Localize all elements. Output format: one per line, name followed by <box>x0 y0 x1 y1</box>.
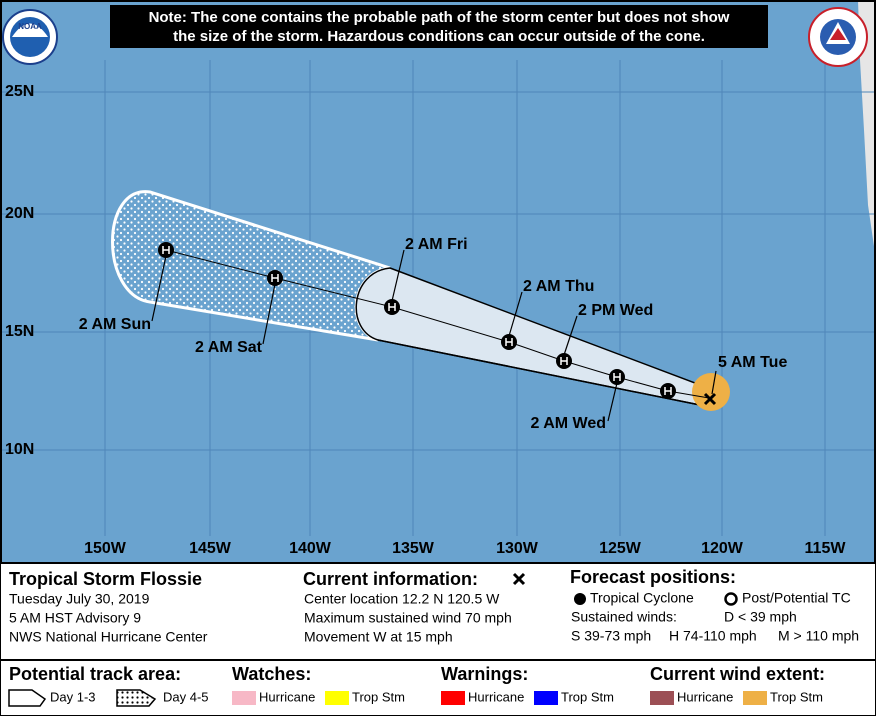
lon-label: 135W <box>392 540 435 557</box>
legend-title: Current wind extent: <box>650 664 825 684</box>
forecast-track: 5 AM Tue 2 AM Wed 2 PM Wed 2 AM Thu 2 AM Fri… <box>79 236 788 432</box>
leader <box>262 283 276 345</box>
legend-swatch <box>650 691 674 705</box>
tc-symbol <box>574 593 586 605</box>
lat-label: 20N <box>5 205 34 222</box>
track-title: Potential track area: <box>9 664 181 684</box>
lon-label: 120W <box>701 540 744 557</box>
forecast-title: Forecast positions: <box>570 567 736 587</box>
forecast-label: 2 AM Wed <box>530 415 606 432</box>
forecast-d: D < 39 mph <box>724 609 797 625</box>
forecast-s: S 39-73 mph <box>571 628 651 644</box>
forecast-label: 2 AM Fri <box>405 236 468 253</box>
legend-label: Hurricane <box>259 689 315 704</box>
legend-label: Trop Stm <box>561 689 614 704</box>
wind-extent <box>692 373 730 411</box>
forecast-post: Post/Potential TC <box>742 590 851 606</box>
h-symbol <box>388 303 396 311</box>
legend-label: Trop Stm <box>352 689 405 704</box>
h-symbol <box>162 246 170 254</box>
legend-label: Hurricane <box>468 689 524 704</box>
storm-name: Tropical Storm Flossie <box>9 569 202 589</box>
forecast-label: 2 AM Sat <box>195 339 263 356</box>
legend-swatch <box>743 691 767 705</box>
legend-swatch <box>232 691 256 705</box>
leader <box>151 255 167 322</box>
current-wind: Maximum sustained wind 70 mph <box>304 610 512 626</box>
lon-label: 150W <box>84 540 127 557</box>
post-symbol <box>724 592 738 606</box>
leader <box>607 382 618 422</box>
center: NWS National Hurricane Center <box>9 629 208 645</box>
forecast-m: M > 110 mph <box>778 628 859 644</box>
forecast-h: H 74-110 mph <box>669 628 757 644</box>
day45-icon <box>116 689 157 707</box>
legend-label: Hurricane <box>677 689 733 704</box>
legend-title: Warnings: <box>441 664 528 684</box>
nws-logo <box>808 7 868 67</box>
current-position <box>703 392 717 406</box>
note-box <box>110 5 768 48</box>
legend-swatch <box>534 691 558 705</box>
current-symbol <box>512 572 526 586</box>
current-title: Current information: <box>303 569 478 589</box>
h-symbol <box>664 387 672 395</box>
info-panel <box>0 562 876 716</box>
forecast-label: 2 AM Thu <box>523 278 594 295</box>
storm-date: Tuesday July 30, 2019 <box>9 591 150 607</box>
noaa-logo: NOAA <box>2 9 58 65</box>
leader <box>508 291 523 337</box>
lon-label: 125W <box>599 540 642 557</box>
lon-label: 145W <box>189 540 232 557</box>
forecast-tc: Tropical Cyclone <box>590 590 694 606</box>
legend-swatch <box>441 691 465 705</box>
forecast-label: 5 AM Tue <box>718 354 787 371</box>
lat-label: 10N <box>5 441 34 458</box>
day45-label: Day 4-5 <box>163 689 209 704</box>
track-line <box>165 249 710 399</box>
forecast-winds: Sustained winds: <box>571 609 677 625</box>
h-symbol <box>271 274 279 282</box>
note-line: Note: The cone contains the probable pat… <box>149 9 730 26</box>
leader <box>711 370 717 395</box>
lon-label: 140W <box>289 540 332 557</box>
h-symbol <box>613 373 621 381</box>
current-location: Center location 12.2 N 120.5 W <box>304 591 500 607</box>
legends: Watches: Hurricane Trop Stm Warnings: Hurric… <box>232 664 825 705</box>
day13-label: Day 1-3 <box>50 689 96 704</box>
forecast-label: 2 PM Wed <box>578 302 653 319</box>
advisory: 5 AM HST Advisory 9 <box>9 610 141 626</box>
land <box>858 0 876 260</box>
lat-label: 25N <box>5 83 34 100</box>
day13-icon <box>8 689 47 707</box>
leader <box>391 249 405 302</box>
lon-label: 115W <box>805 540 847 557</box>
forecast-label: 2 AM Sun <box>79 316 151 333</box>
h-symbol <box>560 357 568 365</box>
legend-title: Watches: <box>232 664 311 684</box>
legend-swatch <box>325 691 349 705</box>
current-movement: Movement W at 15 mph <box>304 629 453 645</box>
logo-text: NOAA <box>18 22 42 31</box>
note-line: the size of the storm. Hazardous conditi… <box>173 28 705 45</box>
legend-label: Trop Stm <box>770 689 823 704</box>
h-symbol <box>505 338 513 346</box>
leader <box>563 315 578 356</box>
lat-label: 15N <box>5 323 34 340</box>
lon-label: 130W <box>496 540 539 557</box>
cone-edge <box>377 339 701 406</box>
